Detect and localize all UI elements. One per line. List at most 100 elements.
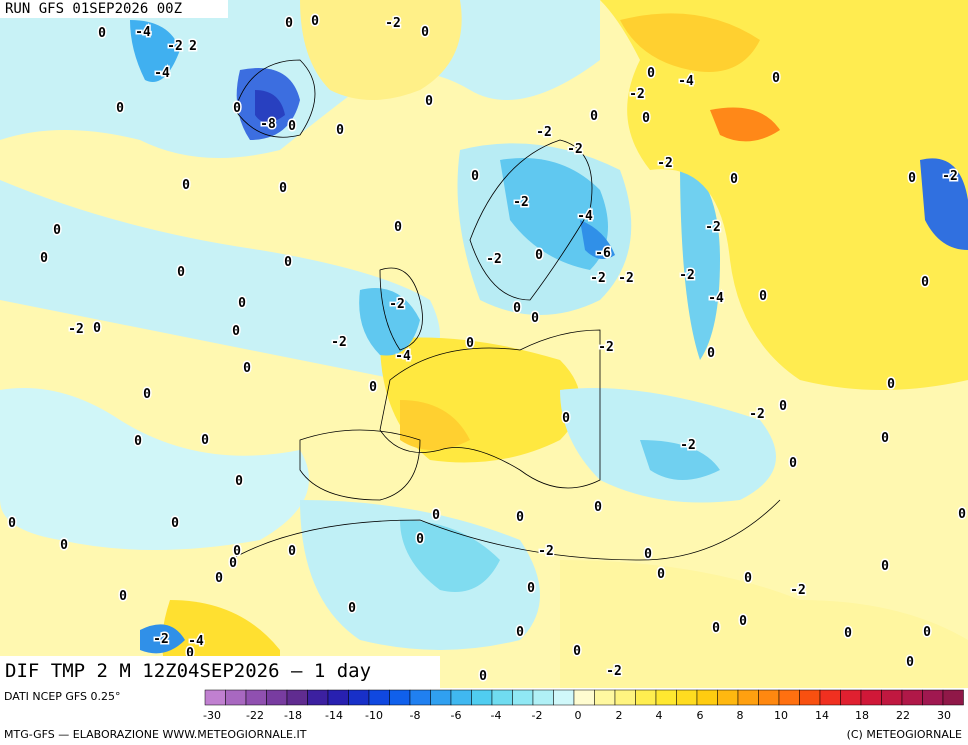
contour-label: 0 [590, 109, 598, 124]
contour-label: -4 [577, 209, 593, 224]
color-box [819, 689, 841, 706]
contour-label: -2 [567, 142, 583, 157]
legend-tick-label: 4 [656, 709, 663, 722]
contour-label: -2 [598, 340, 614, 355]
contour-label: 0 [516, 510, 524, 525]
contour-label: -2 [513, 195, 529, 210]
contour-label: 0 [744, 571, 752, 586]
contour-label: -2 [705, 220, 721, 235]
legend-tick-label: -10 [365, 709, 383, 722]
color-box [758, 689, 780, 706]
contour-label: 0 [844, 626, 852, 641]
run-box [0, 0, 228, 18]
contour-label: 0 [594, 500, 602, 515]
contour-label: 0 [513, 301, 521, 316]
contour-label: -2 [153, 632, 169, 647]
contour-label: 0 [238, 296, 246, 311]
color-box [245, 689, 267, 706]
color-box [327, 689, 349, 706]
color-box [717, 689, 739, 706]
contour-label: 0 [416, 532, 424, 547]
legend-strip: DATI NCEP GFS 0.25° -30 -22 -18 -14 -10 -8 -6-… [4, 689, 964, 741]
color-box [532, 689, 554, 706]
contour-label: 0 [779, 399, 787, 414]
contour-label: 0 [348, 601, 356, 616]
color-box [512, 689, 534, 706]
color-box [655, 689, 677, 706]
color-box [799, 689, 821, 706]
contour-label: 0 [759, 289, 767, 304]
contour-label: 0 [471, 169, 479, 184]
legend-tick-label: -4 [491, 709, 502, 722]
contour-label: -2 [331, 335, 347, 350]
contour-label: -2 [749, 407, 765, 422]
color-box [860, 689, 882, 706]
contour-label: -2 [385, 16, 401, 31]
contour-label: 0 [284, 255, 292, 270]
contour-label: -2 [167, 39, 183, 54]
contour-label: -8 [260, 117, 276, 132]
contour-label: -2 [657, 156, 673, 171]
contour-label: 0 [657, 567, 665, 582]
contour-label: 0 [881, 559, 889, 574]
color-box [389, 689, 411, 706]
contour-label: 0 [40, 251, 48, 266]
contour-label: -2 [389, 297, 405, 312]
color-box [737, 689, 759, 706]
contour-label: 0 [201, 433, 209, 448]
legend-tick-label: -6 [451, 709, 462, 722]
contour-label: 0 [235, 474, 243, 489]
contour-label: 0 [730, 172, 738, 187]
color-box [409, 689, 431, 706]
contour-label: 0 [739, 614, 747, 629]
legend-tick-label: 18 [855, 709, 869, 722]
contour-label: 2 [189, 39, 197, 54]
contour-label: 0 [134, 434, 142, 449]
run-title: RUN GFS 01SEP2026 00Z [5, 1, 182, 17]
color-box [553, 689, 575, 706]
contour-label: 0 [93, 321, 101, 336]
contour-label: -2 [679, 268, 695, 283]
contour-label: 0 [288, 544, 296, 559]
contour-label: -2 [538, 544, 554, 559]
contour-label: 0 [789, 456, 797, 471]
color-box [922, 689, 944, 706]
color-box [286, 689, 308, 706]
contour-label: 0 [479, 669, 487, 684]
contour-label: 0 [279, 181, 287, 196]
contour-label: 0 [644, 547, 652, 562]
contour-label: 0 [887, 377, 895, 392]
color-box [676, 689, 698, 706]
contour-label: 0 [421, 25, 429, 40]
contour-label: 0 [177, 265, 185, 280]
color-box [368, 689, 390, 706]
color-box [307, 689, 329, 706]
contour-label: 0 [243, 361, 251, 376]
color-box [348, 689, 370, 706]
contour-label: 0 [232, 324, 240, 339]
color-box [881, 689, 903, 706]
footer-left: MTG-GFS — ELABORAZIONE WWW.METEOGIORNALE… [4, 728, 307, 741]
contour-label: 0 [772, 71, 780, 86]
temperature-field [0, 0, 968, 688]
contour-label: 0 [707, 346, 715, 361]
contour-label: -4 [135, 25, 151, 40]
contour-label: 0 [535, 248, 543, 263]
contour-label: 0 [60, 538, 68, 553]
contour-label: 0 [958, 507, 966, 522]
contour-label: 0 [432, 508, 440, 523]
contour-label: -4 [678, 74, 694, 89]
field-box [0, 656, 440, 688]
contour-label: 0 [171, 516, 179, 531]
legend-tick-label: -18 [284, 709, 302, 722]
contour-label: 0 [288, 119, 296, 134]
contour-label: 0 [712, 621, 720, 636]
contour-label: -4 [154, 66, 170, 81]
color-box [901, 689, 923, 706]
color-box [942, 689, 964, 706]
contour-label: 0 [562, 411, 570, 426]
color-box [266, 689, 288, 706]
color-bar: -30 -22 -18 -14 -10 -8 -6 -4 -2 0 2 4 6 8 10 14 18 22 30 [203, 689, 964, 722]
contour-label: 0 [233, 101, 241, 116]
